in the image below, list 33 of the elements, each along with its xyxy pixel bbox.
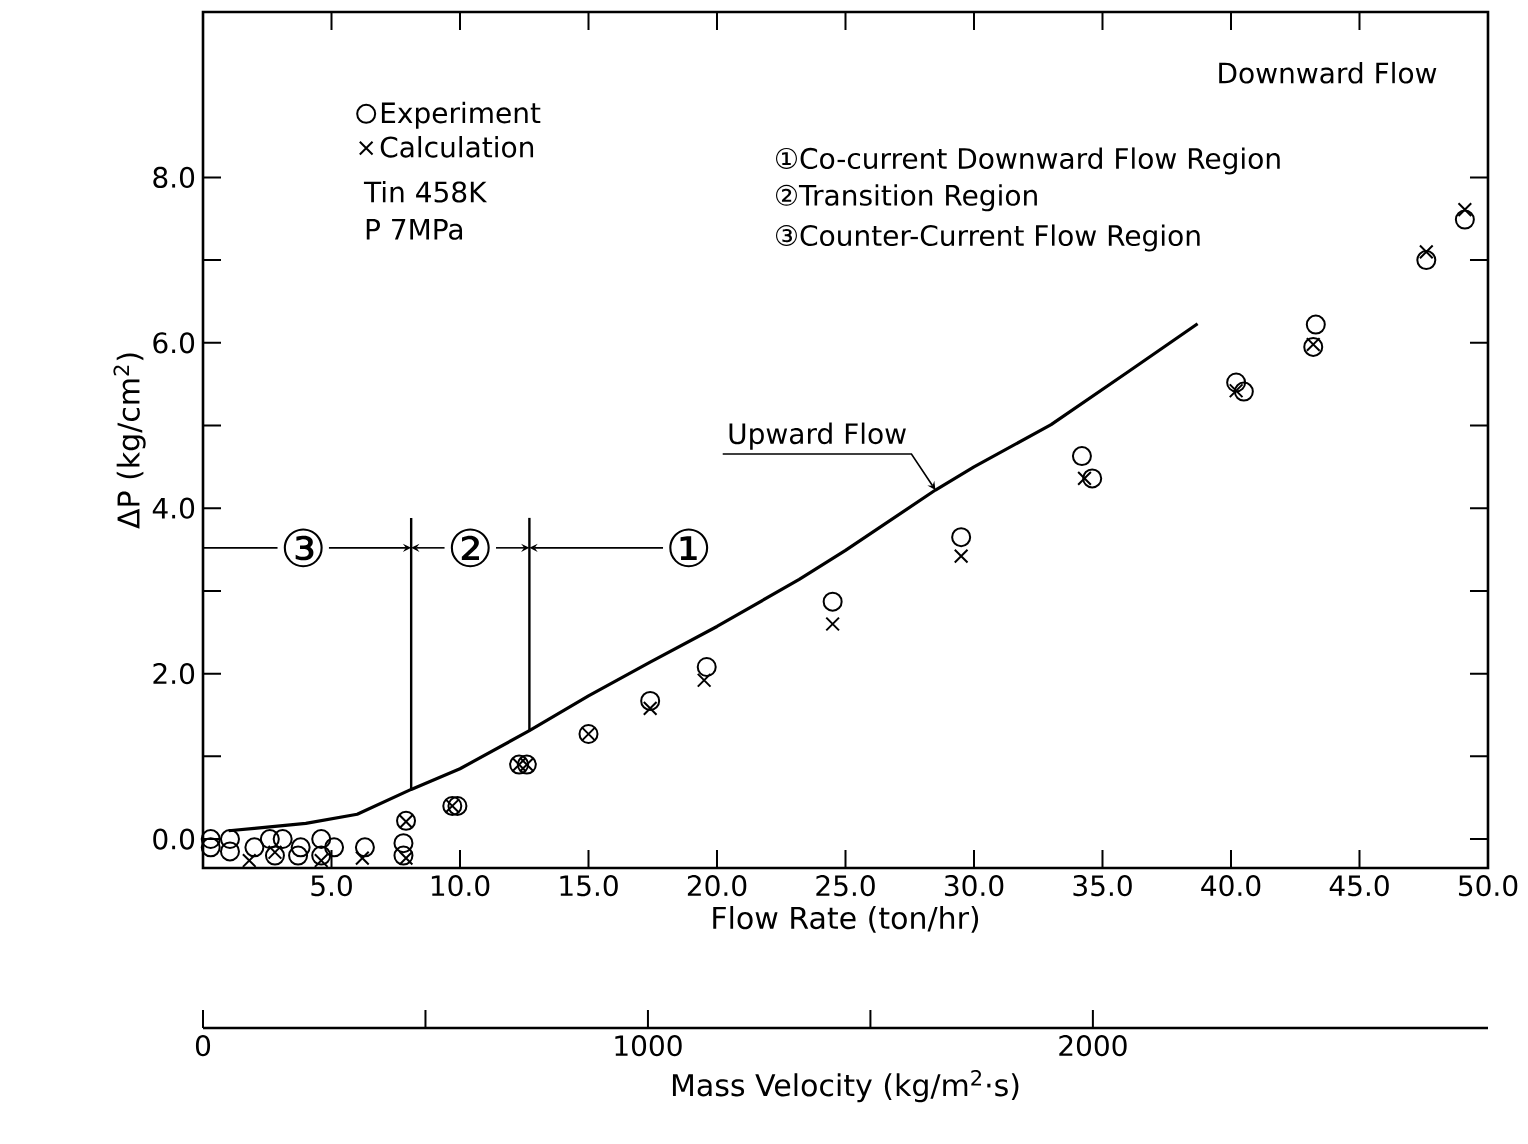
annotation: ①Co-current Downward Flow Region — [776, 147, 1280, 175]
x-axis-title: Flow Rate (ton/hr) — [713, 905, 979, 933]
annotation: Upward Flow — [729, 422, 906, 450]
y-tick-label: 2.0 — [153, 663, 195, 685]
y-tick-label: 4.0 — [152, 497, 195, 519]
x-tick-label: 15.0 — [560, 875, 618, 897]
annotation: ② — [450, 528, 490, 568]
annotation: ②Transition Region — [776, 184, 1037, 212]
annotation: Downward Flow — [1219, 61, 1437, 84]
y-axis-title: ΔP (kg/cm$^{2}$) — [113, 353, 146, 529]
legend-label: Experiment — [381, 101, 541, 129]
annotation: ① — [669, 528, 709, 568]
annotation: P 7MPa — [366, 218, 463, 240]
y-tick-label: 6.0 — [153, 332, 195, 354]
legend-label: Calculation — [380, 135, 534, 158]
x-tick-label: 10.0 — [431, 875, 490, 897]
annotation: Tin 458K — [363, 180, 488, 203]
x-tick-label: 5.0 — [311, 875, 352, 897]
x-tick-label: 30.0 — [944, 875, 1004, 897]
x2-tick-label: 1000 — [615, 1035, 682, 1057]
x-tick-label: 50.0 — [1458, 875, 1518, 897]
x-tick-label: 20.0 — [687, 875, 747, 897]
x-tick-label: 35.0 — [1073, 875, 1132, 897]
x-tick-label: 25.0 — [816, 875, 875, 897]
x2-tick-label: 0 — [195, 1035, 211, 1057]
y-tick-label: 0.0 — [153, 828, 195, 850]
x2-tick-label: 2000 — [1059, 1035, 1127, 1057]
x-tick-label: 40.0 — [1201, 875, 1261, 897]
x2-axis-title: Mass Velocity (kg/m$^{2}$·s) — [672, 1069, 1019, 1103]
y-tick-label: 8.0 — [153, 166, 195, 188]
annotation: ③Counter-Current Flow Region — [776, 224, 1200, 252]
x-tick-label: 45.0 — [1329, 875, 1389, 897]
annotation: ③ — [283, 528, 323, 568]
